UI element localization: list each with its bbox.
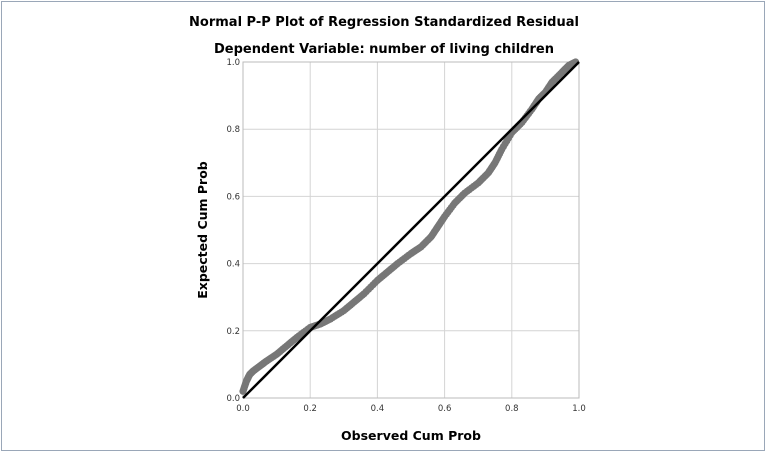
plot-area (242, 61, 580, 399)
x-tick-label: 1.0 (572, 404, 586, 414)
y-tick-label: 0.4 (226, 260, 240, 270)
chart-subtitle: Dependent Variable: number of living chi… (214, 42, 554, 57)
x-tick-label: 0.6 (438, 404, 452, 414)
x-axis-label: Observed Cum Prob (341, 428, 481, 443)
y-tick-label: 0.2 (226, 327, 240, 337)
reference-line (242, 61, 580, 399)
chart-title: Normal P-P Plot of Regression Standardiz… (189, 15, 579, 30)
x-tick-label: 0.8 (505, 404, 519, 414)
x-tick-label: 0.2 (303, 404, 317, 414)
y-tick-label: 0.8 (226, 125, 240, 135)
y-tick-label: 1.0 (226, 58, 240, 68)
y-tick-label: 0.6 (226, 192, 240, 202)
y-tick-label: 0.0 (226, 394, 240, 404)
x-tick-label: 0.0 (236, 404, 250, 414)
x-tick-label: 0.4 (371, 404, 385, 414)
y-axis-label: Expected Cum Prob (195, 161, 210, 299)
